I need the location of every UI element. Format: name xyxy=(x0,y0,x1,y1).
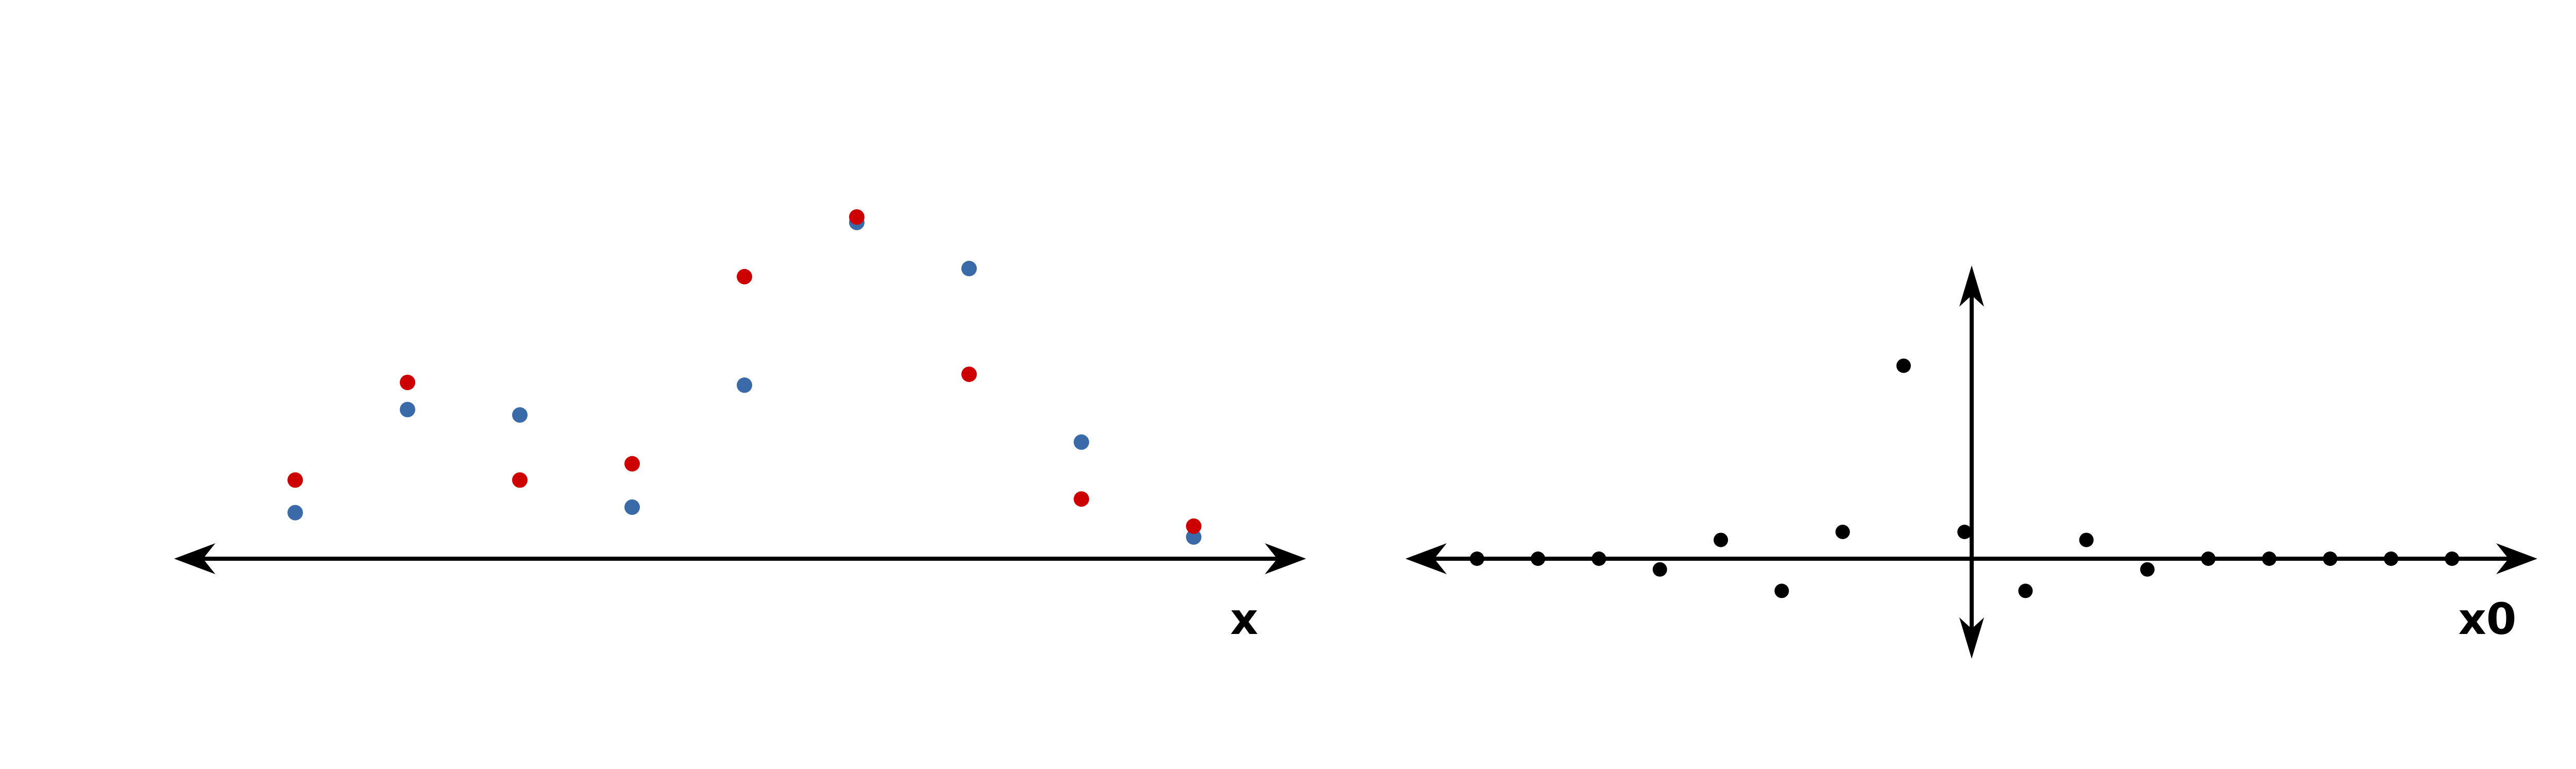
left-red-point-3 xyxy=(512,472,528,488)
right-black-point-9 xyxy=(1957,525,1972,539)
right-black-point-14 xyxy=(2262,551,2277,566)
left-red-point-7 xyxy=(961,366,977,382)
left-data-points xyxy=(287,209,1201,545)
left-x-axis-right-arrowhead xyxy=(1265,543,1306,574)
left-blue-point-5 xyxy=(737,377,752,393)
left-blue-point-8 xyxy=(1074,434,1089,450)
right-black-point-17 xyxy=(2445,551,2460,566)
right-black-point-1 xyxy=(1469,551,1484,566)
left-blue-point-7 xyxy=(961,261,977,276)
right-scatter-panel: x0 xyxy=(1405,265,2537,659)
right-x-axis-label: x0 xyxy=(2459,594,2517,644)
right-black-point-13 xyxy=(2201,551,2216,566)
right-data-points xyxy=(1469,358,2460,598)
right-y-axis-top-arrowhead xyxy=(1959,265,1984,307)
left-scatter-panel: x xyxy=(174,209,1306,644)
right-black-point-7 xyxy=(1835,525,1850,539)
right-x-axis-right-arrowhead xyxy=(2496,543,2537,574)
right-black-point-6 xyxy=(1774,583,1789,598)
right-y-axis-bottom-arrowhead xyxy=(1959,617,1984,659)
right-black-point-4 xyxy=(1652,562,1667,577)
left-blue-point-9 xyxy=(1186,529,1201,545)
left-red-point-2 xyxy=(400,375,415,390)
right-black-point-2 xyxy=(1531,551,1546,566)
right-black-point-8 xyxy=(1896,358,1911,373)
right-black-point-15 xyxy=(2323,551,2337,566)
left-blue-point-2 xyxy=(400,402,415,417)
right-black-point-16 xyxy=(2384,551,2399,566)
left-blue-point-3 xyxy=(512,407,528,423)
left-red-point-8 xyxy=(1074,491,1089,507)
right-black-point-3 xyxy=(1591,551,1606,566)
left-red-point-9 xyxy=(1186,518,1201,534)
right-black-point-12 xyxy=(2140,562,2155,577)
right-black-point-10 xyxy=(2018,583,2033,598)
left-red-point-5 xyxy=(737,269,752,285)
left-x-axis-left-arrowhead xyxy=(174,543,215,574)
left-red-point-4 xyxy=(624,456,640,472)
right-x-axis-left-arrowhead xyxy=(1405,543,1447,574)
right-black-point-5 xyxy=(1714,532,1728,547)
left-blue-point-1 xyxy=(287,505,303,521)
right-black-point-11 xyxy=(2079,532,2094,547)
left-blue-point-4 xyxy=(624,499,640,515)
left-red-point-1 xyxy=(287,472,303,488)
left-red-point-6 xyxy=(849,209,865,225)
left-x-axis-label: x xyxy=(1230,594,1258,644)
